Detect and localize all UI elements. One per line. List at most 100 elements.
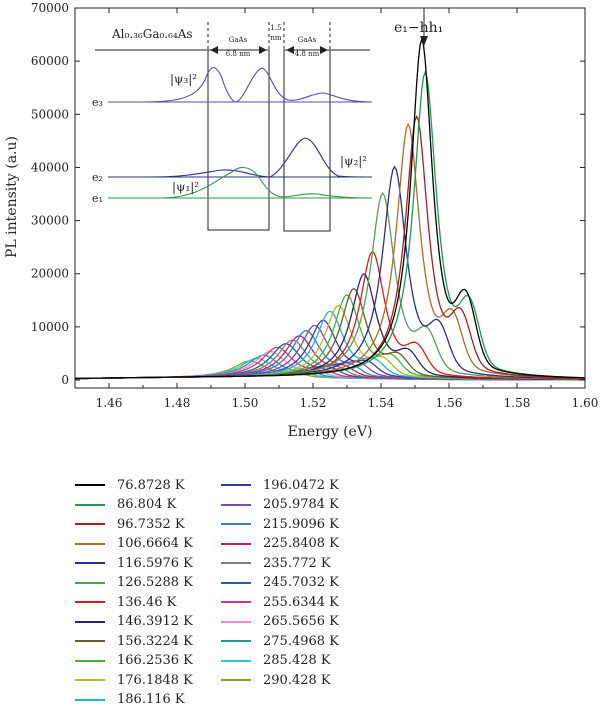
legend-swatch xyxy=(75,484,105,486)
pl-spectrum-chart: Al₀.₃₆Ga₀.₆₄As GaAs 6.8 nm 1.5 nm GaAs 4… xyxy=(4,1,599,440)
legend-item: 96.7352 K xyxy=(75,516,185,532)
inset-well1-width: 6.8 nm xyxy=(226,50,251,58)
legend-item: 290.428 K xyxy=(221,672,331,688)
legend-item: 106.6664 K xyxy=(75,536,193,552)
legend-item: 196.0472 K xyxy=(221,477,339,493)
legend-item: 146.3912 K xyxy=(75,614,193,630)
legend-label: 156.3224 K xyxy=(117,633,193,649)
legend-item: 275.4968 K xyxy=(221,633,339,649)
inset-psi3-curve xyxy=(134,67,373,103)
legend-swatch xyxy=(221,620,251,623)
inset-e1-label: e₁ xyxy=(92,192,103,205)
x-axis-title: Energy (eV) xyxy=(288,424,373,440)
x-tick-label: 1.50 xyxy=(232,396,259,410)
legend-label: 255.6344 K xyxy=(263,594,339,610)
inset-well2-label: GaAs xyxy=(298,36,317,44)
legend-swatch xyxy=(75,601,105,603)
plot-frame xyxy=(74,7,586,389)
inset-e2-label: e₂ xyxy=(92,171,103,184)
legend-item: 176.1848 K xyxy=(75,672,193,688)
y-tick-label: 40000 xyxy=(31,160,69,174)
legend-swatch xyxy=(75,640,105,642)
y-tick-label: 10000 xyxy=(31,320,69,334)
series-line xyxy=(75,335,585,381)
x-tick-label: 1.48 xyxy=(164,396,191,410)
legend-label: 96.7352 K xyxy=(117,516,185,532)
legend-item: 215.9096 K xyxy=(221,516,339,532)
y-axis-title: PL intensity (a.u) xyxy=(4,136,20,258)
inset-well2-width: 4.8 nm xyxy=(295,50,320,58)
y-tick-label: 60000 xyxy=(31,54,69,68)
legend-item: 76.8728 K xyxy=(75,477,185,493)
legend-item: 136.46 K xyxy=(75,594,176,610)
series-layer xyxy=(74,37,586,381)
legend-label: 86.804 K xyxy=(117,497,177,512)
legend-swatch xyxy=(75,659,105,662)
legend-label: 136.46 K xyxy=(117,594,177,610)
legend-item: 205.9784 K xyxy=(221,497,339,513)
x-tick-label: 1.58 xyxy=(504,396,531,410)
legend-item: 166.2536 K xyxy=(75,653,193,669)
legend-label: 176.1848 K xyxy=(117,672,193,688)
legend-item: 235.772 K xyxy=(221,555,331,571)
legend: 76.8728 K 86.804 K 96.7352 K 106.6664 K 116.… xyxy=(75,477,405,717)
legend-item: 86.804 K xyxy=(75,497,176,513)
legend-label: 225.8408 K xyxy=(263,536,339,551)
legend-swatch xyxy=(221,640,251,642)
legend-swatch xyxy=(75,503,105,506)
legend-label: 106.6664 K xyxy=(117,536,193,551)
legend-item: 225.8408 K xyxy=(221,536,339,552)
legend-label: 205.9784 K xyxy=(263,497,339,512)
y-tick-label: 0 xyxy=(61,373,69,387)
legend-swatch xyxy=(221,581,251,584)
legend-swatch xyxy=(75,620,105,623)
legend-swatch xyxy=(75,698,105,701)
legend-label: 245.7032 K xyxy=(263,575,339,590)
y-tick-label: 30000 xyxy=(31,214,69,228)
legend-label: 146.3912 K xyxy=(117,614,193,629)
x-tick-label: 1.46 xyxy=(96,396,123,410)
legend-swatch xyxy=(75,562,105,564)
legend-swatch xyxy=(221,562,251,564)
inset-psi1-curve xyxy=(159,167,373,199)
legend-swatch xyxy=(221,542,251,545)
x-tick-label: 1.56 xyxy=(436,396,463,410)
peak-annotation: e₁−hh₁ xyxy=(394,8,443,46)
series-line xyxy=(75,37,586,380)
legend-swatch xyxy=(221,484,251,486)
y-tick-label: 50000 xyxy=(31,107,69,121)
legend-swatch xyxy=(75,542,105,545)
legend-item: 126.5288 K xyxy=(75,575,193,591)
legend-item: 116.5976 K xyxy=(75,555,193,571)
legend-swatch xyxy=(221,601,251,603)
inset-psi3-label: |ψ₃|² xyxy=(170,72,197,86)
legend-label: 285.428 K xyxy=(263,653,331,668)
legend-label: 76.8728 K xyxy=(117,477,185,493)
peak-annotation-label: e₁−hh₁ xyxy=(394,20,443,36)
legend-label: 215.9096 K xyxy=(263,516,339,532)
legend-swatch xyxy=(75,581,105,584)
legend-swatch xyxy=(75,679,105,681)
x-tick-label: 1.52 xyxy=(300,396,327,410)
legend-label: 186.116 K xyxy=(117,692,185,707)
inset-psi2-curve xyxy=(149,137,373,178)
inset-well1-label: GaAs xyxy=(229,36,248,44)
legend-label: 166.2536 K xyxy=(117,653,193,668)
legend-swatch xyxy=(221,503,251,506)
legend-item: 245.7032 K xyxy=(221,575,339,591)
legend-item: 285.428 K xyxy=(221,653,331,669)
legend-label: 290.428 K xyxy=(263,672,331,688)
legend-swatch xyxy=(221,523,251,525)
peak-annotation-arrowhead xyxy=(420,36,428,46)
inset-psi2-label: |ψ₂|² xyxy=(340,154,367,168)
inset-barrier2-top: 1.5 xyxy=(270,24,281,32)
y-tick-label: 20000 xyxy=(31,267,69,281)
legend-label: 116.5976 K xyxy=(117,555,193,571)
x-tick-label: 1.60 xyxy=(572,396,599,410)
inset-well2-box xyxy=(283,49,331,232)
legend-label: 196.0472 K xyxy=(263,477,339,493)
legend-label: 235.772 K xyxy=(263,555,331,571)
legend-swatch xyxy=(221,679,251,681)
y-tick-label: 70000 xyxy=(31,1,69,15)
axes-layer: 1.46 1.48 1.50 1.52 1.54 1.56 1.58 1.60 0 10000 20… xyxy=(31,1,599,410)
